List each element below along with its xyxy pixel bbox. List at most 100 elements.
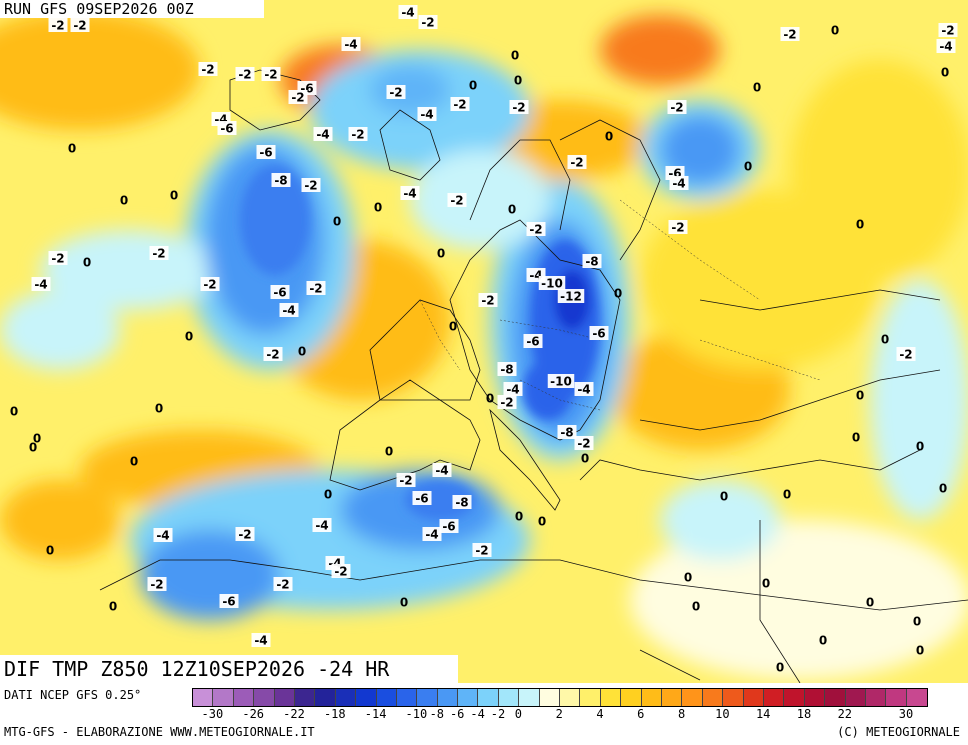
map-value-label: 0	[170, 189, 178, 203]
map-value-label: -6	[270, 285, 290, 300]
map-value-label: -4	[417, 107, 437, 122]
scale-swatch	[458, 689, 479, 706]
svg-text:0: 0	[538, 515, 546, 529]
svg-text:0: 0	[692, 600, 700, 614]
scale-swatch	[193, 689, 214, 706]
svg-text:-2: -2	[351, 128, 364, 142]
svg-text:-4: -4	[34, 278, 47, 292]
svg-text:-2: -2	[899, 348, 912, 362]
svg-text:0: 0	[449, 320, 457, 334]
map-value-label: 0	[511, 49, 519, 63]
map-value-label: 0	[819, 634, 827, 648]
svg-text:0: 0	[120, 194, 128, 208]
svg-text:0: 0	[819, 634, 827, 648]
svg-text:-8: -8	[274, 174, 287, 188]
map-value-label: -4	[341, 37, 361, 52]
svg-text:-4: -4	[672, 177, 685, 191]
map-value-label: 0	[614, 287, 622, 301]
map-value-label: -2	[301, 178, 321, 193]
svg-text:-2: -2	[309, 282, 322, 296]
map-value-label: 0	[10, 405, 18, 419]
map-value-label: -2	[450, 97, 470, 112]
field-label: DIF TMP Z850 12Z10SEP2026 -24 HR	[0, 655, 458, 683]
map-value-label: 0	[514, 74, 522, 88]
map-value-label: -8	[271, 173, 291, 188]
scale-swatch	[417, 689, 438, 706]
map-value-label: 0	[469, 79, 477, 93]
map-value-label: 0	[333, 215, 341, 229]
scale-swatch	[682, 689, 703, 706]
map-value-label: -2	[567, 155, 587, 170]
svg-text:-2: -2	[475, 544, 488, 558]
map-value-label: -2	[70, 18, 90, 33]
svg-text:-2: -2	[276, 578, 289, 592]
map-value-label: -6	[589, 326, 609, 341]
svg-text:-2: -2	[152, 247, 165, 261]
svg-text:0: 0	[881, 333, 889, 347]
svg-text:-6: -6	[592, 327, 605, 341]
svg-text:-2: -2	[304, 179, 317, 193]
map-value-label: -8	[582, 254, 602, 269]
svg-text:-4: -4	[435, 464, 448, 478]
scale-tick-label: -8	[429, 707, 445, 721]
svg-text:0: 0	[374, 201, 382, 215]
map-value-label: -2	[348, 127, 368, 142]
map-value-label: -6	[523, 334, 543, 349]
svg-text:0: 0	[486, 392, 494, 406]
map-value-label: -2	[780, 27, 800, 42]
map-value-label: -4	[432, 463, 452, 478]
svg-text:-2: -2	[51, 252, 64, 266]
scale-swatch	[804, 689, 826, 706]
svg-text:0: 0	[856, 218, 864, 232]
svg-text:0: 0	[856, 389, 864, 403]
map-value-label: 0	[753, 81, 761, 95]
scale-swatch	[315, 689, 336, 706]
svg-text:-2: -2	[783, 28, 796, 42]
svg-text:0: 0	[939, 482, 947, 496]
map-value-label: -2	[386, 85, 406, 100]
svg-text:-8: -8	[585, 255, 598, 269]
svg-text:0: 0	[515, 510, 523, 524]
color-scale-ticks: -30 -26 -22 -18 -14 -10 -8 -6 -4 -2 0 2 4 6 8 10 14 18 22 3…	[192, 707, 968, 723]
svg-text:0: 0	[437, 247, 445, 261]
svg-text:0: 0	[941, 66, 949, 80]
scale-tick-label: -14	[364, 707, 387, 721]
svg-text:-4: -4	[401, 6, 414, 20]
svg-text:-2: -2	[264, 68, 277, 82]
scale-swatch	[580, 689, 601, 706]
svg-text:-2: -2	[389, 86, 402, 100]
scale-tick-label: 0	[514, 707, 523, 721]
svg-text:0: 0	[508, 203, 516, 217]
svg-text:0: 0	[913, 615, 921, 629]
svg-text:-8: -8	[500, 363, 513, 377]
map-value-label: -2	[497, 395, 517, 410]
map-value-label: 0	[185, 330, 193, 344]
map-value-label: 0	[913, 615, 921, 629]
svg-text:0: 0	[185, 330, 193, 344]
svg-text:0: 0	[605, 130, 613, 144]
svg-text:-2: -2	[238, 68, 251, 82]
map-value-label: 0	[881, 333, 889, 347]
map-value-label: -2	[896, 347, 916, 362]
scale-swatch	[376, 689, 397, 706]
svg-text:-4: -4	[403, 187, 416, 201]
scale-tick-label: -18	[323, 707, 346, 721]
map-value-label: -4	[313, 127, 333, 142]
map-value-label: -4	[574, 382, 594, 397]
svg-text:-6: -6	[273, 286, 286, 300]
scale-tick-label: 30	[898, 707, 914, 721]
map-value-label: -2	[331, 564, 351, 579]
svg-text:0: 0	[46, 544, 54, 558]
map-value-label: -2	[198, 62, 218, 77]
map-value-label: -2	[472, 543, 492, 558]
map-value-label: -2	[273, 577, 293, 592]
svg-text:0: 0	[783, 488, 791, 502]
scale-swatch	[437, 689, 459, 706]
scale-swatch	[886, 689, 907, 706]
svg-text:-10: -10	[541, 277, 563, 291]
color-scale-bar	[192, 688, 929, 707]
map-value-label: -2	[668, 220, 688, 235]
svg-text:-4: -4	[344, 38, 357, 52]
